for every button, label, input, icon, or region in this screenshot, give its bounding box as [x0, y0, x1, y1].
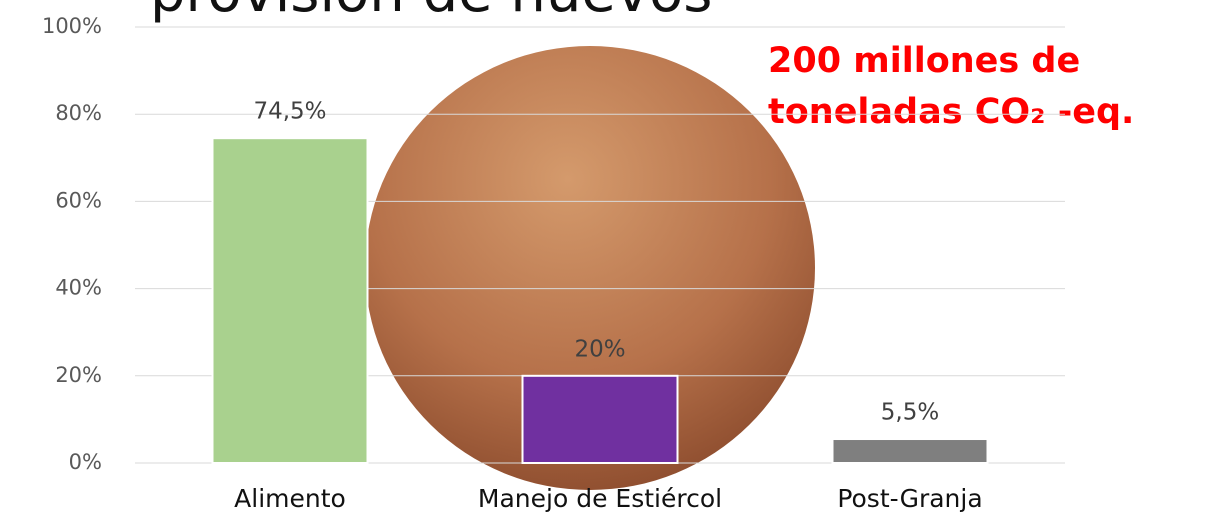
- x-tick-label: Post-Granja: [837, 484, 982, 513]
- y-tick-label: 100%: [42, 14, 102, 38]
- annotation: 200 millones de: [768, 41, 1080, 81]
- annotation: toneladas CO₂ -eq.: [768, 92, 1134, 132]
- bar: [831, 438, 989, 464]
- x-tick-label: Alimento: [234, 484, 346, 513]
- y-tick-label: 40%: [55, 276, 102, 300]
- bar: [521, 374, 679, 464]
- value-label: 20%: [574, 336, 625, 362]
- bar: [211, 137, 369, 464]
- egg-image: [365, 46, 815, 490]
- y-tick-label: 0%: [69, 450, 102, 474]
- x-tick-label: Manejo de Estiércol: [478, 484, 722, 513]
- y-tick-label: 80%: [55, 101, 102, 125]
- chart-title: provisión de huevos: [150, 0, 712, 25]
- value-label: 74,5%: [253, 99, 326, 125]
- plot-area: 0% 20% 40% 60% 80% 100% Alimento 74,5% Manejo de…: [42, 14, 1065, 513]
- value-label: 5,5%: [881, 400, 939, 426]
- y-tick-label: 20%: [55, 363, 102, 387]
- y-tick-label: 60%: [55, 188, 102, 212]
